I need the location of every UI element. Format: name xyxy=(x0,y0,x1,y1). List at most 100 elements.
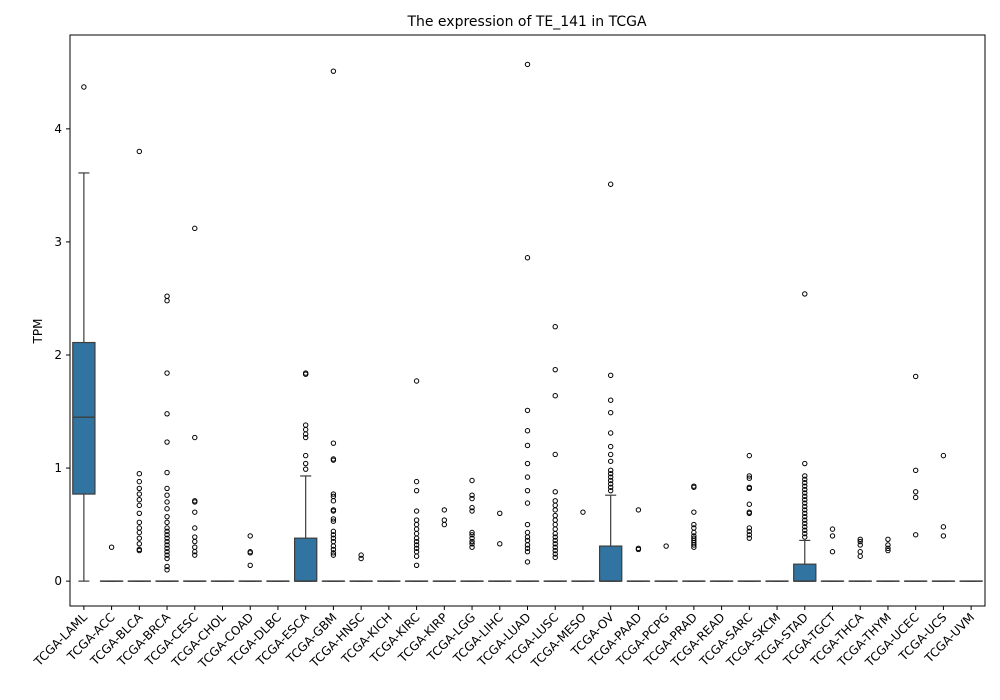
outlier-point xyxy=(552,502,558,509)
outlier-point xyxy=(164,532,170,538)
outlier-point xyxy=(413,526,420,532)
outlier-point xyxy=(524,255,531,261)
outlier-point xyxy=(136,519,143,526)
outlier-point xyxy=(136,478,143,485)
outlier-point xyxy=(192,509,198,515)
outlier-point xyxy=(441,507,448,513)
outlier-point xyxy=(552,554,558,561)
outlier-point xyxy=(607,372,614,379)
outlier-point xyxy=(164,370,170,376)
outlier-point xyxy=(691,542,697,548)
outlier-point xyxy=(164,492,170,498)
box-iqr xyxy=(293,537,318,582)
outlier-point xyxy=(885,545,891,552)
outlier-point xyxy=(552,392,558,399)
outlier-point xyxy=(136,525,143,531)
outlier-point xyxy=(829,533,836,539)
outlier-point xyxy=(330,543,337,549)
outlier-point xyxy=(469,492,475,498)
box-tcga-cesc xyxy=(183,225,207,582)
y-tick-label: 1 xyxy=(54,461,62,475)
outlier-point xyxy=(607,451,614,458)
outlier-point xyxy=(469,538,475,545)
x-axis: TCGA-LAMLTCGA-ACCTCGA-BLCATCGA-BRCATCGA-… xyxy=(31,606,977,671)
outlier-point xyxy=(192,525,198,531)
outlier-point xyxy=(802,507,808,513)
outlier-point xyxy=(802,517,808,523)
box-iqr xyxy=(793,563,817,582)
outlier-point xyxy=(164,535,170,541)
outlier-point xyxy=(607,487,614,494)
outlier-point xyxy=(330,518,337,524)
outlier-point xyxy=(912,467,919,474)
outlier-point xyxy=(552,544,558,550)
outlier-point xyxy=(192,538,198,545)
outlier-point xyxy=(607,471,614,477)
outlier-point xyxy=(136,471,143,477)
box-tcga-meso xyxy=(571,509,595,582)
outlier-point xyxy=(413,508,420,514)
outlier-point xyxy=(330,498,337,504)
outlier-point xyxy=(469,508,475,514)
outlier-point xyxy=(691,529,697,536)
outlier-point xyxy=(635,546,642,553)
outlier-point xyxy=(469,477,475,484)
outlier-point xyxy=(746,535,753,541)
outlier-point xyxy=(857,549,863,555)
outlier-point xyxy=(524,500,531,506)
box-iqr xyxy=(598,545,623,582)
outlier-point xyxy=(247,550,253,556)
outlier-point xyxy=(497,541,503,547)
outlier-point xyxy=(164,567,170,573)
box-tcga-coad xyxy=(238,533,262,582)
outlier-point xyxy=(552,534,558,540)
box-tcga-esca xyxy=(293,370,318,582)
outlier-point xyxy=(358,555,364,562)
outlier-point xyxy=(192,534,198,540)
outlier-point xyxy=(524,549,531,555)
outlier-point xyxy=(552,366,558,373)
outlier-point xyxy=(330,535,337,541)
outlier-point xyxy=(802,527,808,533)
outlier-point xyxy=(552,512,558,519)
outlier-point xyxy=(192,225,198,232)
outlier-point xyxy=(164,439,170,445)
outlier-point xyxy=(330,508,337,514)
outlier-point xyxy=(663,543,669,549)
outlier-point xyxy=(413,478,420,485)
outlier-point xyxy=(330,440,337,446)
y-axis: 0 1 2 3 4 xyxy=(54,122,70,588)
outlier-point xyxy=(552,498,558,504)
outlier-point xyxy=(635,507,642,513)
outlier-point xyxy=(802,513,808,520)
outlier-point xyxy=(441,517,448,523)
outlier-point xyxy=(746,473,753,479)
outlier-point xyxy=(469,495,475,502)
outlier-point xyxy=(164,538,170,545)
outlier-point xyxy=(691,484,697,490)
box-tcga-kirp xyxy=(432,507,457,582)
outlier-point xyxy=(552,547,558,554)
outlier-point xyxy=(802,503,808,510)
outlier-point xyxy=(136,148,143,155)
outlier-point xyxy=(829,549,836,555)
outlier-point xyxy=(164,499,170,505)
box-tcga-tgct xyxy=(820,526,845,582)
outlier-point xyxy=(136,502,143,509)
outlier-point xyxy=(164,549,170,555)
box-tcga-kirc xyxy=(404,378,429,582)
outlier-point xyxy=(552,541,558,547)
outlier-point xyxy=(580,509,586,515)
box-tcga-ucec xyxy=(903,373,928,582)
outlier-point xyxy=(136,485,143,492)
outlier-point xyxy=(413,562,420,568)
outlier-point xyxy=(330,68,337,74)
y-tick-label: 4 xyxy=(54,122,62,136)
outlier-point xyxy=(330,532,337,538)
box-tcga-ov xyxy=(598,181,623,582)
box-tcga-lusc xyxy=(543,324,567,582)
outlier-point xyxy=(192,499,198,505)
box-tcga-laml xyxy=(72,84,96,582)
outlier-point xyxy=(552,530,558,537)
outlier-point xyxy=(164,552,170,558)
